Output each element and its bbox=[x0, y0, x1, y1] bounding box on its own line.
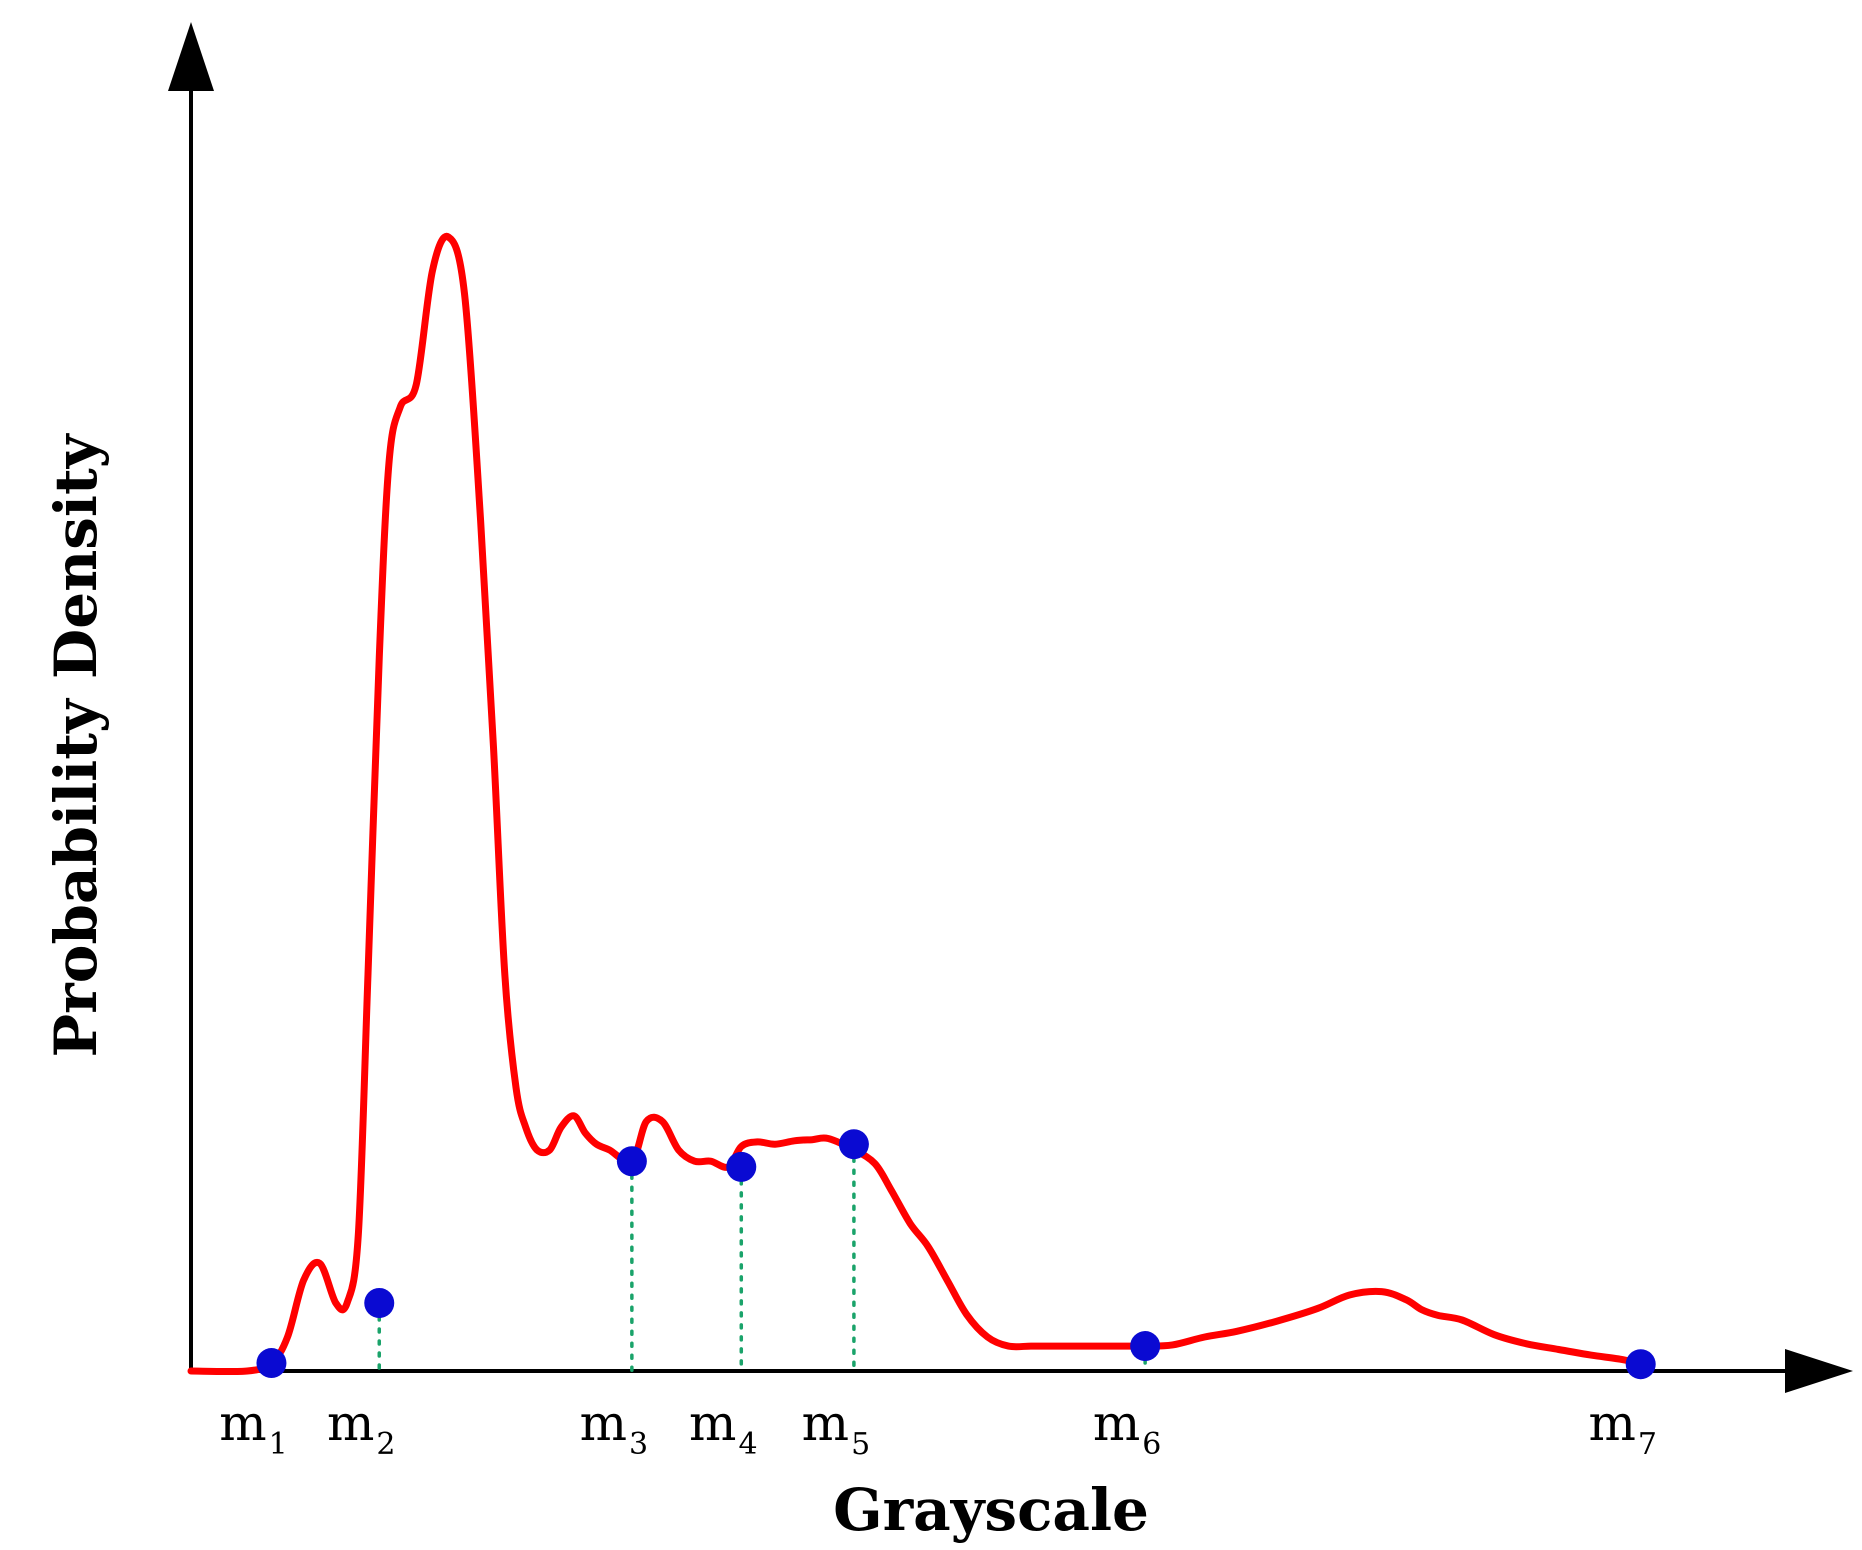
mode-marker bbox=[256, 1348, 287, 1379]
mode-markers bbox=[256, 1129, 1656, 1380]
x-tick-labels: m1 m2 m3 m4 m5 m6 m7 bbox=[219, 1394, 1657, 1462]
x-tick-label: m2 bbox=[327, 1394, 396, 1462]
mode-marker bbox=[1130, 1331, 1161, 1362]
x-tick-label: m6 bbox=[1093, 1394, 1162, 1462]
mode-marker bbox=[726, 1151, 757, 1182]
mode-marker bbox=[364, 1287, 395, 1318]
x-tick-label: m7 bbox=[1588, 1394, 1657, 1462]
x-tick-label: m1 bbox=[219, 1394, 288, 1462]
x-tick-label: m4 bbox=[689, 1394, 758, 1462]
mode-marker bbox=[616, 1146, 647, 1177]
y-axis bbox=[168, 22, 214, 1371]
x-axis-arrow-icon bbox=[1785, 1349, 1853, 1393]
x-axis bbox=[189, 1349, 1853, 1393]
x-axis-title: Grayscale bbox=[833, 1476, 1149, 1544]
guide-lines bbox=[377, 1156, 1147, 1373]
y-axis-title: Probability Density bbox=[42, 432, 110, 1057]
density-curve bbox=[187, 232, 1645, 1376]
x-tick-label: m3 bbox=[580, 1394, 649, 1462]
mode-marker bbox=[1625, 1349, 1656, 1380]
mode-marker bbox=[838, 1129, 869, 1160]
y-axis-arrow-icon bbox=[168, 22, 214, 91]
x-tick-label: m5 bbox=[802, 1394, 871, 1462]
